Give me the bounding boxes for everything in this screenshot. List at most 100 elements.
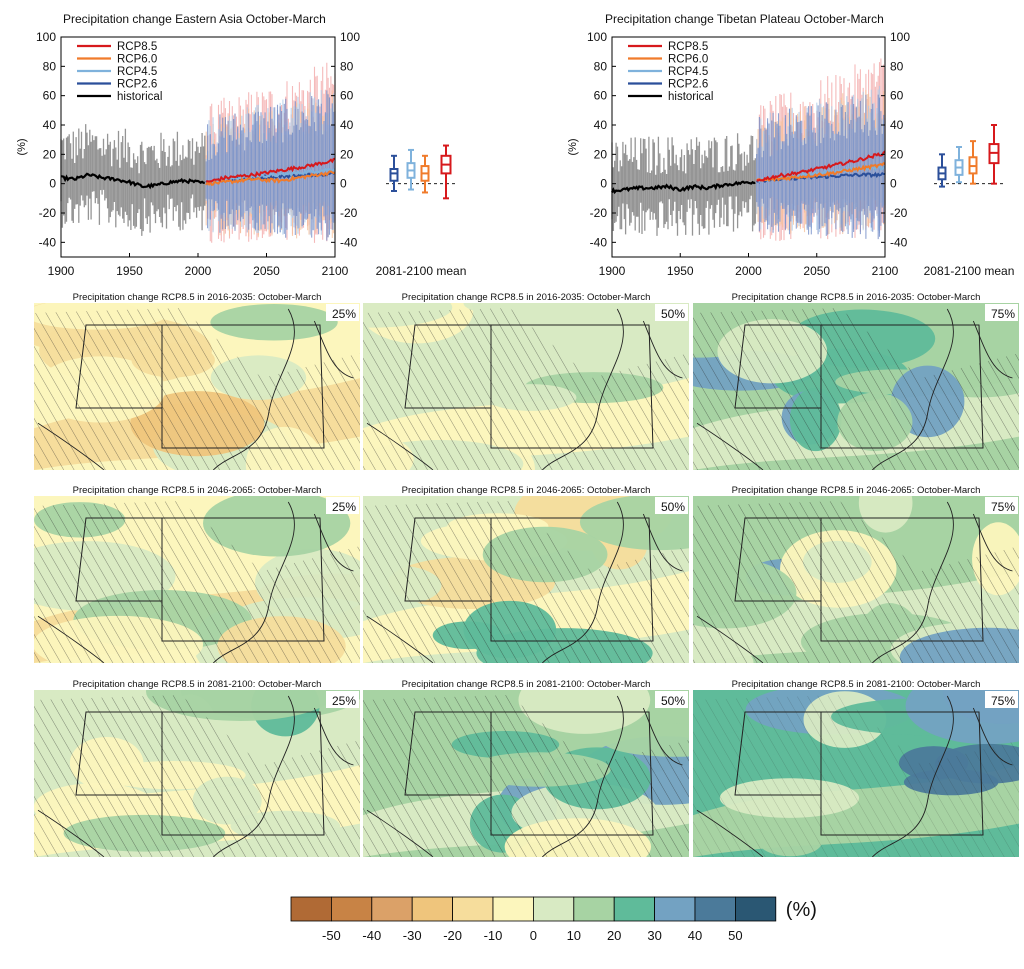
colorbar-tick-label: -10 [484,928,503,943]
map-field [363,303,689,470]
y-tick-label: -40 [39,235,57,249]
percentile-label: 50% [661,307,685,321]
legend-label: RCP8.5 [117,41,157,53]
percentile-tag-bg [326,691,359,708]
y-tick-label-right: 40 [890,118,904,132]
map-contour-area [203,496,351,557]
colorbar-tick-label: 10 [567,928,581,943]
map-field [363,496,689,663]
map-panel-r2-c2: 50% Precipitation change RCP8.5 in 2046-2… [363,485,689,663]
map-contour-area [210,304,338,341]
y-tick-label: 20 [594,147,608,161]
y-tick-label-right: 80 [340,59,354,73]
coastline [871,501,1013,663]
percentile-label: 50% [661,500,685,514]
x-tick-label: 2050 [803,264,830,278]
y-tick-label-right: 60 [340,89,354,103]
significance-hatching [693,501,1019,663]
x-tick-label: 1900 [599,264,626,278]
coastline [212,695,354,857]
map-panel-r2-c3: 75% Precipitation change RCP8.5 in 2046-2… [693,485,1019,663]
map-field [693,303,1019,470]
colorbar-swatch [371,896,413,922]
y-tick-label: 40 [594,118,608,132]
coastline [541,695,683,857]
percentile-label: 75% [991,694,1015,708]
map-field [34,496,360,663]
percentile-tag-bg [655,497,688,514]
y-tick-label: 60 [43,89,57,103]
y-tick-label-right: 100 [340,30,360,44]
y-tick-label-right: 100 [890,30,910,44]
y-tick-label: 20 [43,147,57,161]
coastline [696,809,764,857]
significance-hatching [363,695,689,857]
coastline [366,615,434,663]
ensemble-members [60,62,336,243]
significance-hatching [693,308,1019,470]
percentile-label: 25% [332,307,356,321]
colorbar-swatch [613,896,656,922]
x-tick-label: 2050 [253,264,280,278]
eastern-asia-region [820,324,984,449]
legend-label: RCP6.0 [117,54,157,66]
significance-hatching [34,308,360,470]
boxplots [386,144,456,200]
map-title: Precipitation change RCP8.5 in 2081-2100… [73,679,322,690]
coastline [366,809,434,857]
coastline [871,695,1013,857]
colorbar-swatch [290,896,332,922]
coastline [541,501,683,663]
x-tick-label: 1950 [116,264,143,278]
map-panel-r3-c3: 75% Precipitation change RCP8.5 in 2081-2… [693,679,1019,857]
x-tick-label: 1950 [667,264,694,278]
panel-title: Precipitation change Tibetan Plateau Oct… [605,12,884,26]
map-panel-r2-c1: 25% Precipitation change RCP8.5 in 2046-2… [34,485,360,663]
boxplots [934,124,1004,188]
map-title: Precipitation change RCP8.5 in 2016-2035… [732,292,981,303]
y-tick-label: -40 [590,235,608,249]
legend-label: RCP2.6 [668,79,708,91]
y-axis-label: (%) [567,138,579,155]
map-title: Precipitation change RCP8.5 in 2046-2065… [402,485,651,496]
percentile-tag-bg [326,304,359,321]
coastline [37,615,105,663]
eastern-asia-region [490,517,654,642]
map-panel-r3-c2: 50% Precipitation change RCP8.5 in 2081-2… [363,679,689,857]
y-tick-label: 100 [36,30,56,44]
colorbar-swatch [694,896,736,922]
coastline [37,422,105,470]
colorbar-swatch [452,896,494,922]
y-tick-label: 40 [43,118,57,132]
colorbar-swatch [411,896,454,922]
colorbar-unit: (%) [786,899,817,921]
timeseries-panel-1: Precipitation change Eastern Asia Octobe… [16,12,466,278]
legend-label: historical [668,91,713,103]
series-line-RCP6.0 [205,170,336,187]
colorbar-tick-label: -50 [322,928,341,943]
y-tick-label: 0 [600,177,607,191]
y-tick-label-right: 0 [890,177,897,191]
map-field [34,690,360,857]
coastline [37,809,105,857]
eastern-asia-region [820,711,984,836]
coastline [696,615,764,663]
x-tick-label: 2100 [872,264,899,278]
y-tick-label: 80 [594,59,608,73]
percentile-tag-bg [655,304,688,321]
map-title: Precipitation change RCP8.5 in 2016-2035… [402,292,651,303]
colorbar-tick-label: 50 [728,928,742,943]
percentile-tag-bg [985,304,1018,321]
legend-label: RCP4.5 [668,66,708,78]
legend-label: RCP2.6 [117,79,157,91]
y-tick-label: -20 [39,206,57,220]
timeseries-panel-2: Precipitation change Tibetan Plateau Oct… [567,12,1014,278]
y-tick-label-right: 20 [890,147,904,161]
y-tick-label-right: -40 [890,235,908,249]
legend-label: RCP8.5 [668,41,708,53]
significance-hatching [693,695,1019,857]
coastline [212,501,354,663]
coastline [366,422,434,470]
percentile-label: 25% [332,500,356,514]
